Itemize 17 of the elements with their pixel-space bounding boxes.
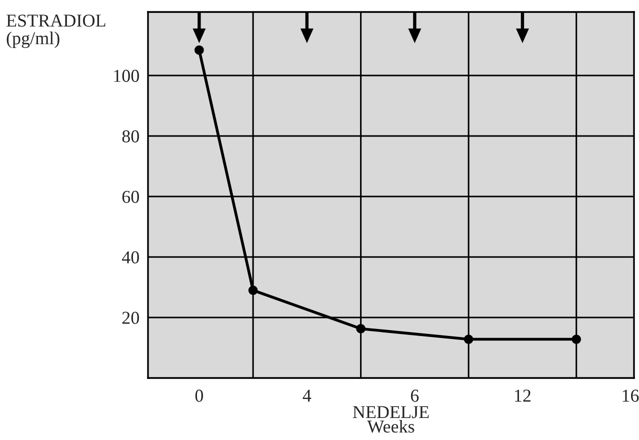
point	[464, 334, 474, 344]
x-tick-label: 4	[302, 390, 312, 402]
y-axis-title: ESTRADIOL (pg/ml)	[6, 14, 106, 48]
y-tick-label: 60	[122, 190, 139, 203]
y-tick-label: 80	[122, 130, 139, 142]
x-tick-label: 0	[195, 390, 204, 402]
point	[356, 324, 366, 334]
x-tick-label: 6	[410, 390, 419, 402]
point	[248, 286, 258, 295]
x-tick-label: 16	[622, 390, 639, 402]
x-axis-title: NEDELJE Weeks	[352, 406, 429, 433]
y-tick-label: 20	[122, 312, 139, 324]
y-tick-label: 40	[122, 251, 139, 264]
x-tick-label: 12	[515, 390, 530, 402]
point	[194, 45, 204, 55]
y-tick-label: 100	[114, 70, 139, 82]
point	[572, 334, 582, 344]
